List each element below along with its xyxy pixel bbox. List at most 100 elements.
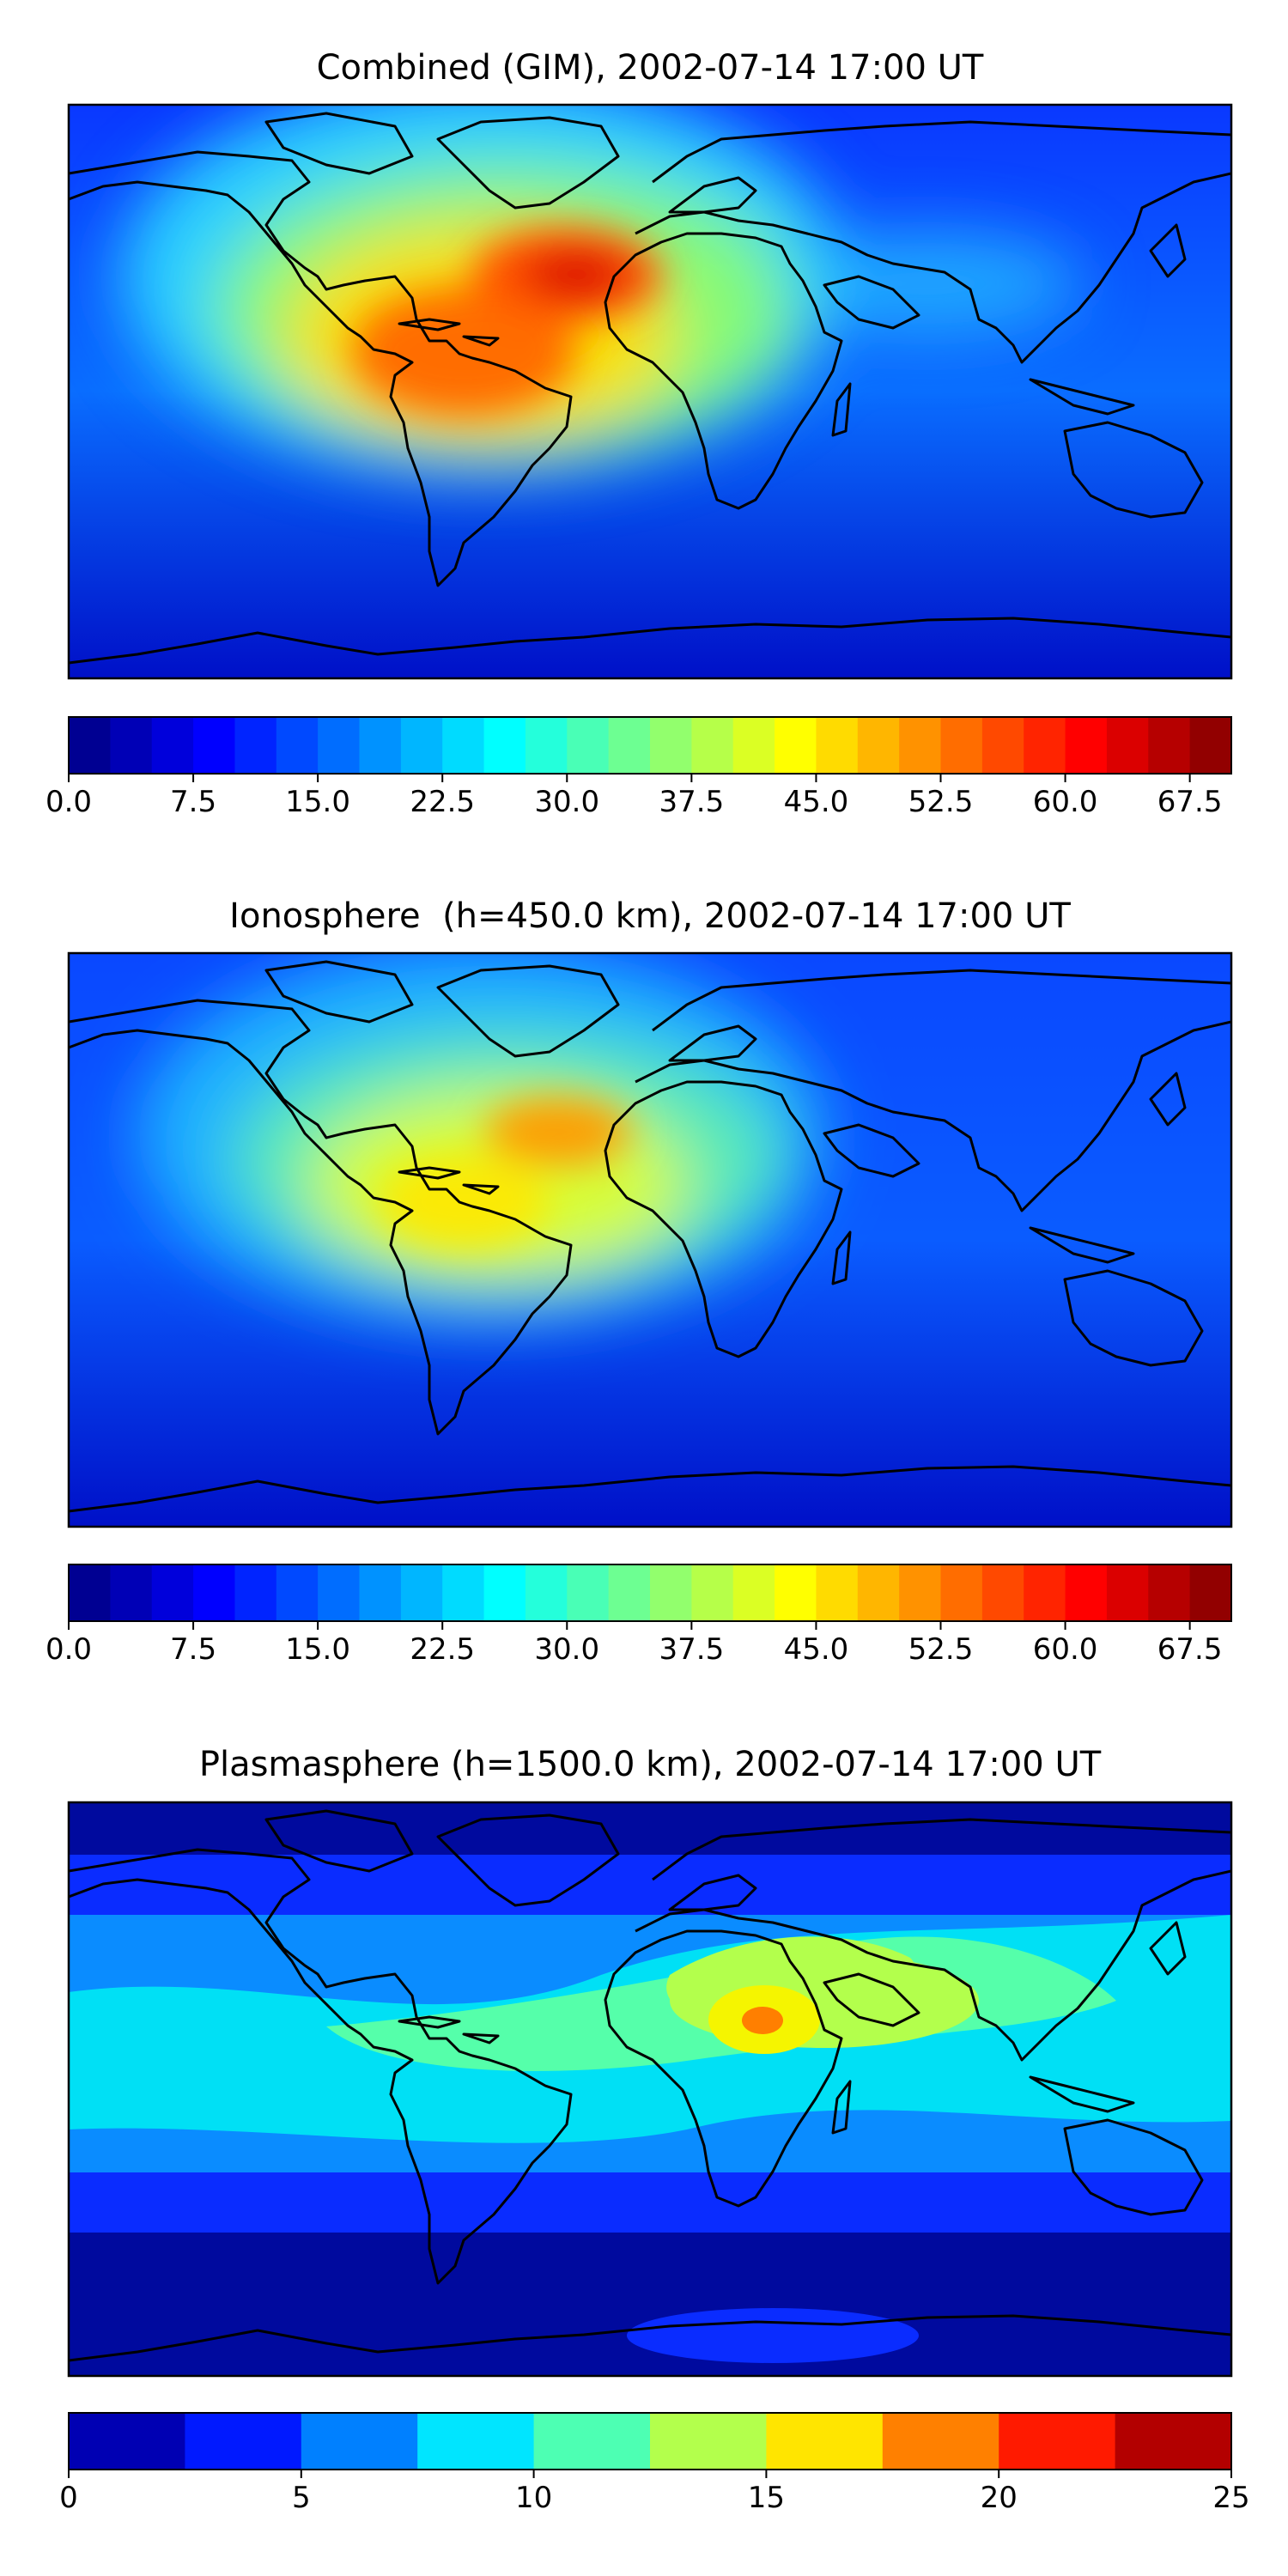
colorbar-cell — [775, 717, 817, 774]
panel-plasmasphere: Plasmasphere (h=1500.0 km), 2002-07-14 1… — [59, 1745, 1249, 2515]
colorbar-tick-label: 25 — [1212, 2481, 1249, 2515]
colorbar-cell — [1189, 1564, 1232, 1621]
hotspot-combined-2 — [524, 251, 627, 299]
colorbar-cell — [359, 1564, 402, 1621]
colorbar-cell — [567, 1564, 610, 1621]
colorbar-cell — [1106, 1564, 1149, 1621]
hotspot-combined-1 — [352, 288, 575, 416]
colorbar-cell — [276, 717, 319, 774]
colorbar-tick-label: 37.5 — [659, 1632, 725, 1667]
colorbar-tick-label: 0 — [59, 2481, 78, 2515]
colorbar-tick-label: 67.5 — [1157, 785, 1223, 819]
colorbar-cell — [234, 717, 277, 774]
colorbar-cell — [1106, 717, 1149, 774]
colorbar-cell — [318, 717, 361, 774]
map-frame-ionosphere — [67, 951, 1233, 1528]
colorbar-tick-label: 30.0 — [534, 1632, 599, 1667]
colorbar-tick-label: 45.0 — [784, 1632, 849, 1667]
colorbar-cell — [318, 1564, 361, 1621]
colorbar-tick-label: 52.5 — [908, 1632, 974, 1667]
colorbar-cell — [1024, 1564, 1066, 1621]
colorbar-cell — [359, 717, 402, 774]
title-plasmasphere: Plasmasphere (h=1500.0 km), 2002-07-14 1… — [199, 1745, 1102, 1784]
colorbar-cell — [1065, 717, 1108, 774]
colorbar-cell — [301, 2413, 418, 2470]
colorbar-cell — [442, 1564, 485, 1621]
colorbar-tick-label: 45.0 — [784, 785, 849, 819]
colorbar-cell — [999, 2413, 1116, 2470]
colorbar-tick-label: 5 — [292, 2481, 311, 2515]
colorbar-tick-label: 20 — [981, 2481, 1018, 2515]
colorbar-cell — [483, 1564, 526, 1621]
colorbar-tick-label: 22.5 — [410, 1632, 475, 1667]
colorbar-tick-label: 60.0 — [1033, 1632, 1098, 1667]
colorbar-cell — [816, 717, 859, 774]
colorbar-cell — [940, 1564, 983, 1621]
colorbar-tick-label: 30.0 — [534, 785, 599, 819]
hotspots-combined — [352, 228, 661, 416]
colorbar-cell — [525, 717, 568, 774]
colorbar-cell — [1189, 717, 1232, 774]
colorbar-cell — [151, 1564, 194, 1621]
colorbar-cell — [899, 717, 942, 774]
colorbar-cell — [417, 2413, 535, 2470]
colorbar-cell — [483, 717, 526, 774]
colorbar-cell — [608, 717, 651, 774]
colorbar-cell — [1148, 717, 1191, 774]
colorbar-cell — [882, 2413, 999, 2470]
colorbar-cell — [151, 717, 194, 774]
colorbar-cell — [766, 2413, 884, 2470]
colorbar-cell — [981, 1564, 1024, 1621]
colorbar-cell — [1065, 1564, 1108, 1621]
colorbar-tick-label: 67.5 — [1157, 1632, 1223, 1667]
map-frame-plasmasphere — [67, 1801, 1233, 2378]
colorbar-cell — [899, 1564, 942, 1621]
hotspot-plasmasphere-0 — [742, 2007, 783, 2034]
colorbar-tick-label: 60.0 — [1033, 785, 1098, 819]
colorbar-cell — [400, 717, 443, 774]
colorbar-tick-label: 0.0 — [46, 785, 92, 819]
colorbar-tick-label: 15 — [748, 2481, 785, 2515]
colorbar-cell — [650, 717, 692, 774]
colorbar-cell — [276, 1564, 319, 1621]
colorbar-cell — [69, 1564, 111, 1621]
colorbar-tick-label: 22.5 — [410, 785, 475, 819]
colorbar-cell — [400, 1564, 443, 1621]
colorbar-cell — [567, 717, 610, 774]
colorbar-cell — [857, 717, 900, 774]
colorbar-tick-label: 7.5 — [170, 785, 216, 819]
colorbar-cell — [69, 2413, 185, 2470]
colorbar-tick-label: 0.0 — [46, 1632, 92, 1667]
colorbar-cell — [691, 1564, 734, 1621]
hotspots-plasmasphere — [708, 1985, 820, 2054]
title-ionosphere: Ionosphere (h=450.0 km), 2002-07-14 17:0… — [229, 896, 1071, 936]
colorbar-cell — [69, 717, 111, 774]
map-frame-combined — [67, 103, 1233, 680]
colorbar-cell — [1115, 2413, 1232, 2470]
colorbar-tick-label: 37.5 — [659, 785, 725, 819]
title-combined: Combined (GIM), 2002-07-14 17:00 UT — [317, 48, 984, 88]
colorbar-cell — [650, 2413, 767, 2470]
colorbar-cell — [775, 1564, 817, 1621]
colorbar-ionosphere: 0.0 7.5 15.0 22.5 30.0 37.5 45.0 52.5 60.0 67.5 — [46, 1564, 1232, 1667]
colorbar-cell — [110, 1564, 153, 1621]
colorbar-cell — [816, 1564, 859, 1621]
colorbar-cell — [1148, 1564, 1191, 1621]
colorbar-plasmasphere: 0 5 10 15 20 25 — [59, 2412, 1250, 2515]
colorbar-cell — [234, 1564, 277, 1621]
colorbar-cell — [525, 1564, 568, 1621]
colorbar-combined: 0.0 7.5 15.0 22.5 30.0 37.5 45.0 52.5 60.0 67.5 — [46, 716, 1232, 819]
hotspot-ionosphere-1 — [378, 1155, 550, 1249]
panel-ionosphere: Ionosphere (h=450.0 km), 2002-07-14 17:0… — [46, 896, 1233, 1667]
colorbar-cell — [193, 1564, 236, 1621]
colorbar-cell — [981, 717, 1024, 774]
colorbar-cell — [1024, 717, 1066, 774]
colorbar-tick-label: 52.5 — [908, 785, 974, 819]
hotspots-ionosphere — [378, 1097, 631, 1249]
colorbar-tick-label: 15.0 — [285, 785, 350, 819]
colorbar-cell — [691, 717, 734, 774]
colorbar-cell — [732, 1564, 775, 1621]
colorbar-tick-label: 15.0 — [285, 1632, 350, 1667]
panel-combined: Combined (GIM), 2002-07-14 17:00 UT 0.0 — [46, 48, 1233, 819]
